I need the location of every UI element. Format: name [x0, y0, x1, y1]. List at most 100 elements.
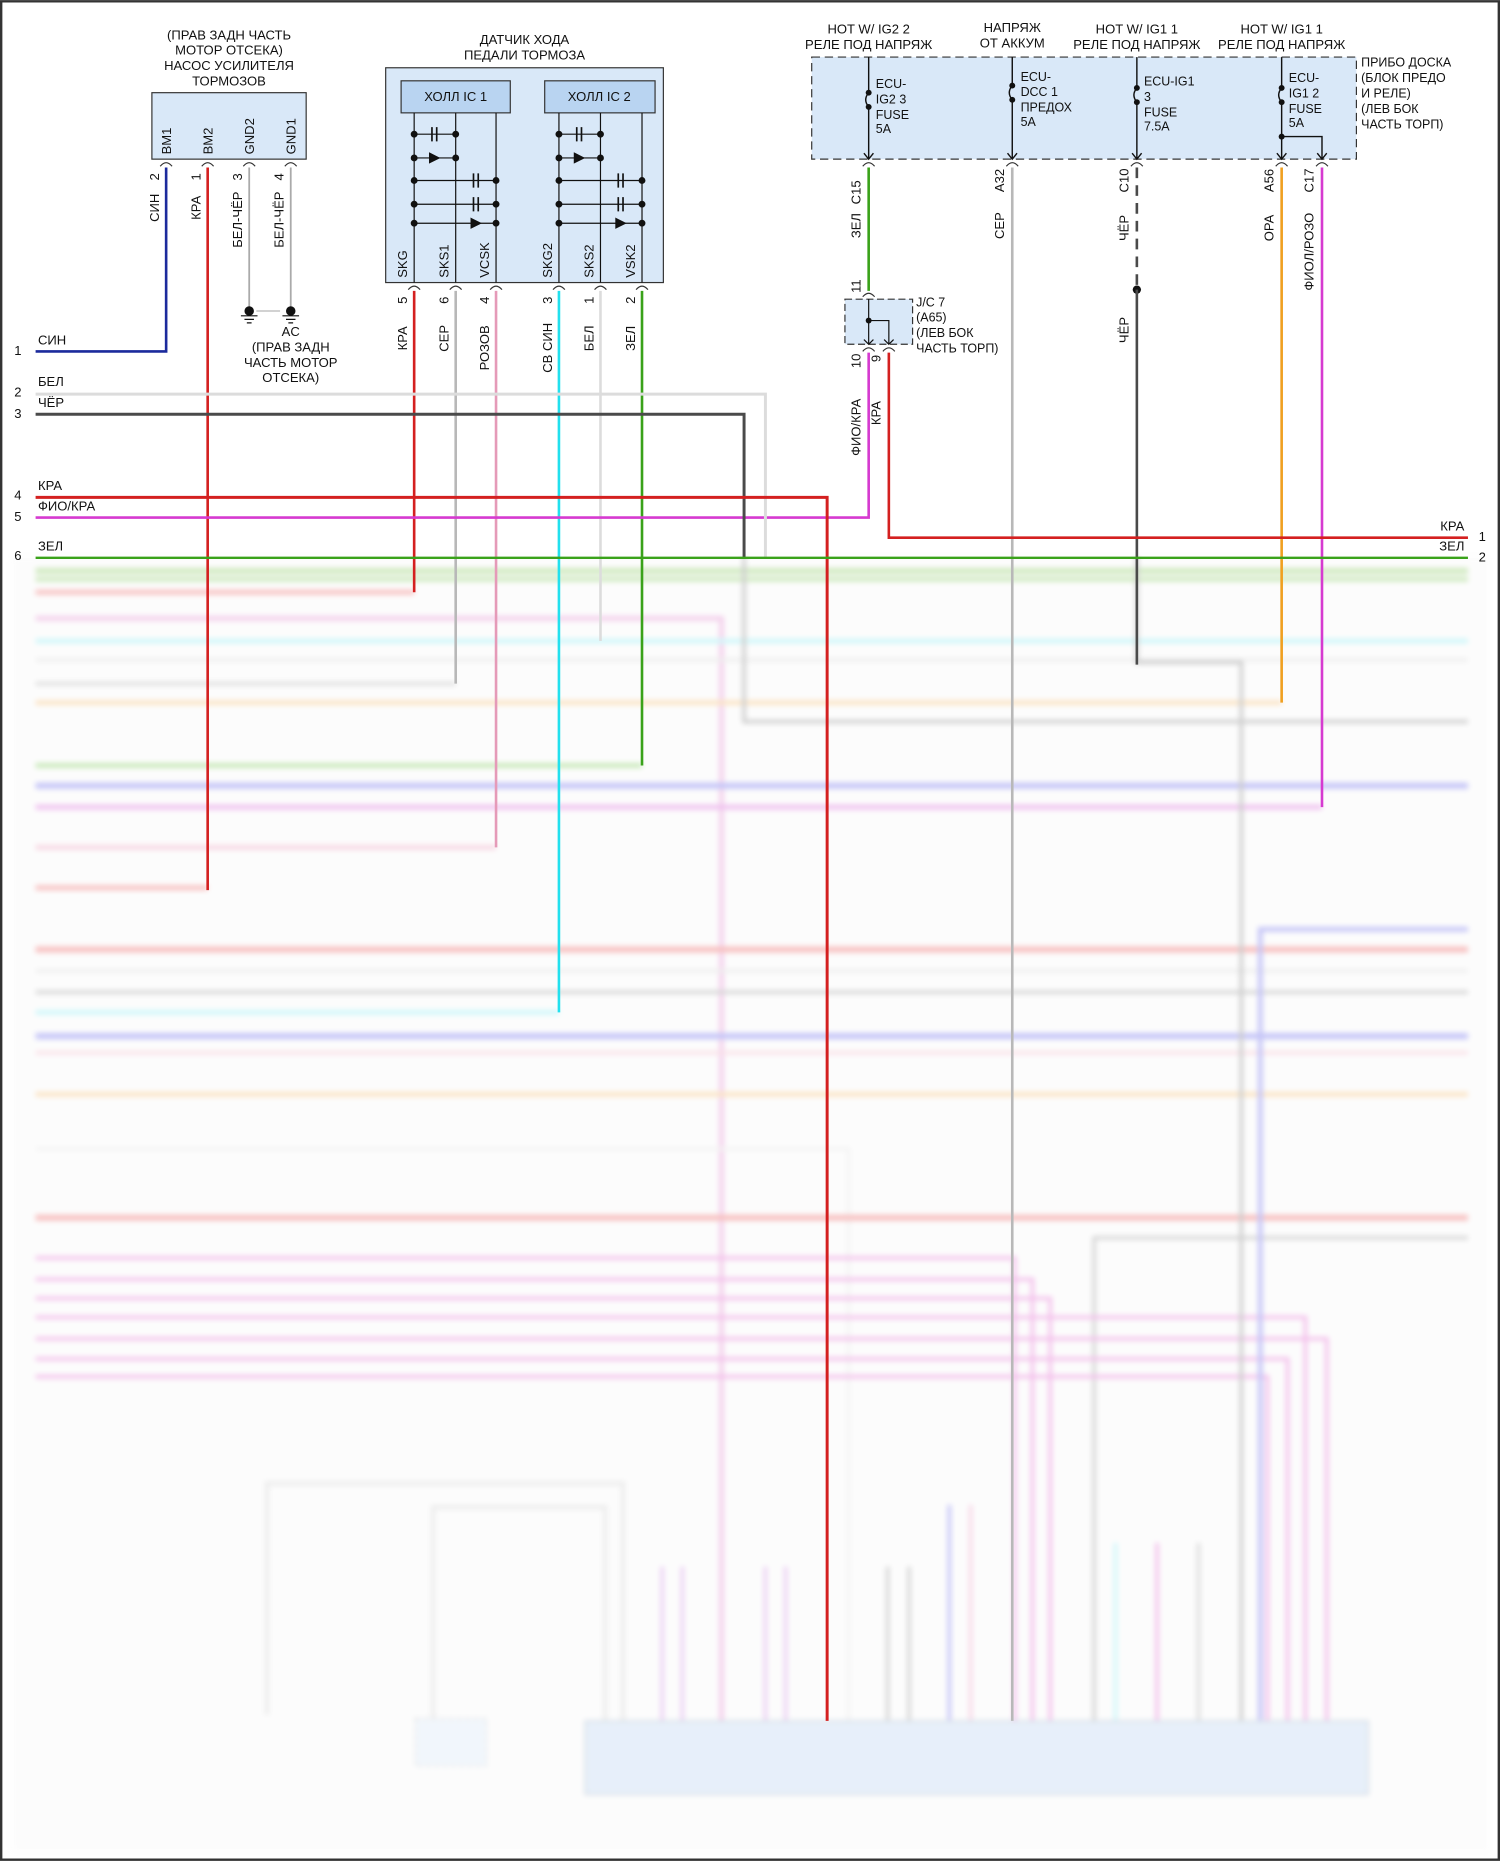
fuse-label: DCC 1	[1021, 85, 1058, 99]
row-label: КРА	[38, 478, 62, 493]
wire-color-label: КРА	[395, 326, 410, 350]
jc-label: ЧАСТЬ ТОРП)	[916, 342, 998, 356]
wire-color-label: КРА	[869, 401, 884, 425]
wire-color-label: ЗЕЛ	[623, 326, 638, 351]
pin-name: SKG	[395, 250, 410, 278]
wire-kra-right[interactable]	[887, 352, 1468, 540]
pin-number: C10	[1117, 169, 1132, 193]
source-title: РЕЛЕ ПОД НАПРЯЖ	[805, 37, 932, 52]
ground-label: ОТСЕКА)	[262, 370, 319, 385]
pin-number: 3	[540, 297, 555, 304]
pump-title-line: ТОРМОЗОВ	[192, 74, 266, 89]
wire-blue-bm1[interactable]	[35, 167, 168, 353]
source-title: HOT W/ IG2 2	[827, 21, 909, 36]
wire-color-label: СЕР	[992, 212, 1007, 239]
fuse-label: ПРЕДОХ	[1021, 101, 1073, 115]
wire-row-2[interactable]	[35, 392, 767, 558]
hall-ic-1	[400, 80, 511, 114]
fuse-label: ECU-IG1	[1144, 75, 1195, 89]
pump-title-line: МОТОР ОТСЕКА)	[175, 43, 283, 58]
hall-ic-1-label: ХОЛЛ IC 1	[424, 89, 487, 104]
pin-number: 4	[272, 173, 287, 180]
fuse-terminals	[865, 82, 1285, 140]
pin-name: SKS2	[581, 244, 596, 277]
wire-color-label: СЕР	[437, 325, 452, 352]
ground-icon	[240, 306, 300, 324]
row-label: ЧЁР	[38, 395, 64, 410]
ground-label: (ПРАВ ЗАДН	[252, 339, 330, 354]
sensor-title: ПЕДАЛИ ТОРМОЗА	[464, 47, 585, 62]
pin-number: 4	[477, 297, 492, 304]
jc-box	[844, 298, 914, 345]
connector-symbols	[159, 162, 298, 167]
pin-number: 2	[147, 173, 162, 180]
internal-circuit	[410, 112, 646, 283]
wire-color-label: БЕЛ	[581, 325, 596, 351]
pin-number: 1	[189, 173, 204, 180]
instrument-panel-fuse-box: HOT W/ IG2 2 РЕЛЕ ПОД НАПРЯЖ НАПРЯЖ ОТ А…	[805, 20, 1452, 1721]
row-number: 6	[14, 548, 21, 563]
sensor-title: ДАТЧИК ХОДА	[480, 32, 570, 47]
pin-name: GND2	[242, 118, 257, 154]
ground-label: AC	[282, 324, 300, 339]
fuse-label: 7.5A	[1144, 120, 1170, 134]
source-title: HOT W/ IG1 1	[1240, 21, 1322, 36]
pin-number: A32	[992, 169, 1007, 192]
pin-number: A56	[1261, 169, 1276, 192]
fuse-box-location: ПРИБО ДОСКА	[1361, 56, 1452, 70]
fuse-box-location: (ЛЕВ БОК	[1361, 102, 1419, 116]
row-label: ЗЕЛ	[38, 539, 63, 554]
row-label: БЕЛ	[38, 374, 64, 389]
wire-fio-kra[interactable]	[35, 352, 870, 519]
wire-color-label: СИН	[147, 194, 162, 222]
source-title: HOT W/ IG1 1	[1096, 21, 1178, 36]
pin-number: 1	[581, 297, 596, 304]
row-number: 1	[1479, 529, 1486, 544]
row-label: ФИО/КРА	[38, 498, 95, 513]
pin-number: 2	[623, 297, 638, 304]
wire-color-label: РОЗОВ	[477, 325, 492, 370]
pin-name: VSK2	[623, 244, 638, 277]
pin-number: C15	[848, 180, 863, 204]
harness-rows: 1 СИН 2 БЕЛ 3 ЧЁР 4 КРА 5 ФИО/КРА 6 ЗЕЛ …	[14, 332, 1486, 1721]
fuse-label: FUSE	[876, 108, 909, 122]
row-number: 2	[1479, 549, 1486, 564]
jc-label: (A65)	[916, 311, 946, 325]
source-title: НАПРЯЖ	[984, 20, 1041, 35]
fuse-label: IG1 2	[1289, 86, 1320, 100]
wire-ground[interactable]	[248, 167, 292, 312]
fuse-label: 5A	[876, 122, 892, 136]
row-number: 2	[14, 384, 21, 399]
fuse-label: ECU-	[1021, 70, 1051, 84]
pin-number: C17	[1302, 169, 1317, 193]
row-number: 5	[14, 509, 21, 524]
wire-color-label: ЧЁР	[1117, 317, 1132, 343]
wire-color-label: СВ СИН	[540, 323, 555, 373]
wire-color-label: ЗЕЛ	[848, 213, 863, 238]
junction-connector-jc7: 11 J/C 7 (A65) (ЛЕВ БОК ЧАСТЬ ТОРП) 10 9…	[35, 279, 1468, 540]
pin-name: SKS1	[437, 244, 452, 277]
fuse-label: 5A	[1021, 115, 1037, 129]
fuse-label: FUSE	[1144, 105, 1177, 119]
wire-color-label: ЧЁР	[1117, 215, 1132, 241]
fuse-icon	[863, 57, 1328, 161]
wire-color-label: БЕЛ-ЧЁР	[230, 191, 245, 248]
pin-number: 3	[230, 173, 245, 180]
pump-title-line: (ПРАВ ЗАДН ЧАСТЬ	[167, 27, 291, 42]
fuse-label: FUSE	[1289, 102, 1322, 116]
pin-name: BM1	[159, 128, 174, 155]
wire-row-4[interactable]	[35, 495, 829, 1721]
connector-symbols	[862, 162, 1329, 167]
blurred-lower-area	[11, 557, 1490, 1852]
jc-label: (ЛЕВ БОК	[916, 326, 974, 340]
pin-number: 5	[395, 297, 410, 304]
fuse-label: ECU-	[1289, 71, 1319, 85]
row-number: 1	[14, 343, 21, 358]
pin-number: 10	[848, 354, 863, 369]
wire-row-3[interactable]	[35, 412, 746, 558]
fuse-label: 3	[1144, 90, 1151, 104]
fuse-box-location: (БЛОК ПРЕДО	[1361, 71, 1446, 85]
